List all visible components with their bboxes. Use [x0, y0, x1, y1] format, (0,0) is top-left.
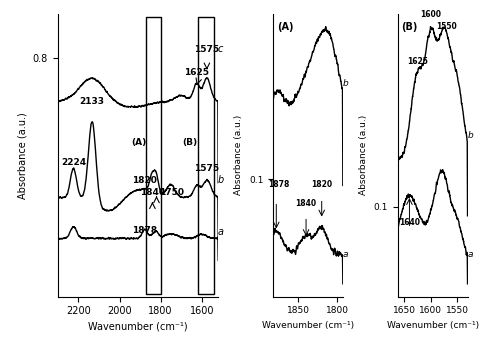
Text: b: b [343, 79, 348, 88]
Text: a: a [217, 227, 223, 237]
Text: (A): (A) [131, 138, 146, 147]
Text: b: b [217, 175, 224, 185]
Text: 1550: 1550 [436, 22, 457, 31]
Text: a: a [343, 250, 348, 259]
X-axis label: Wavenumber (cm⁻¹): Wavenumber (cm⁻¹) [387, 321, 479, 330]
Text: 1840: 1840 [140, 188, 165, 197]
Text: 1575: 1575 [194, 45, 219, 54]
Text: 1750: 1750 [159, 188, 184, 197]
Text: (B): (B) [183, 138, 198, 147]
Text: 1625: 1625 [184, 68, 209, 77]
Text: b: b [468, 131, 473, 140]
Bar [198, 17, 214, 294]
Y-axis label: Absorbance (a.u.): Absorbance (a.u.) [235, 115, 243, 195]
X-axis label: Wavenumber (cm⁻¹): Wavenumber (cm⁻¹) [88, 322, 188, 332]
Text: (B): (B) [402, 22, 418, 32]
Bar [146, 17, 161, 294]
Y-axis label: Absorbance (a.u.): Absorbance (a.u.) [359, 115, 368, 195]
Y-axis label: Absorbance (a.u.): Absorbance (a.u.) [17, 112, 27, 199]
Text: c: c [217, 44, 223, 54]
Text: 1820: 1820 [311, 179, 332, 188]
Text: 1878: 1878 [268, 179, 289, 188]
Text: 2133: 2133 [80, 97, 105, 106]
Text: a: a [468, 250, 473, 259]
Text: 1840: 1840 [295, 199, 317, 208]
Text: 1600: 1600 [420, 10, 441, 19]
Text: 1640: 1640 [399, 218, 420, 227]
Text: (A): (A) [277, 22, 293, 32]
Text: 1878: 1878 [132, 226, 157, 235]
X-axis label: Wavenumber (cm⁻¹): Wavenumber (cm⁻¹) [262, 321, 354, 330]
Text: 2224: 2224 [61, 158, 86, 167]
Text: 1625: 1625 [407, 57, 428, 66]
Text: 1820: 1820 [132, 176, 157, 185]
Text: 1575: 1575 [194, 164, 219, 173]
